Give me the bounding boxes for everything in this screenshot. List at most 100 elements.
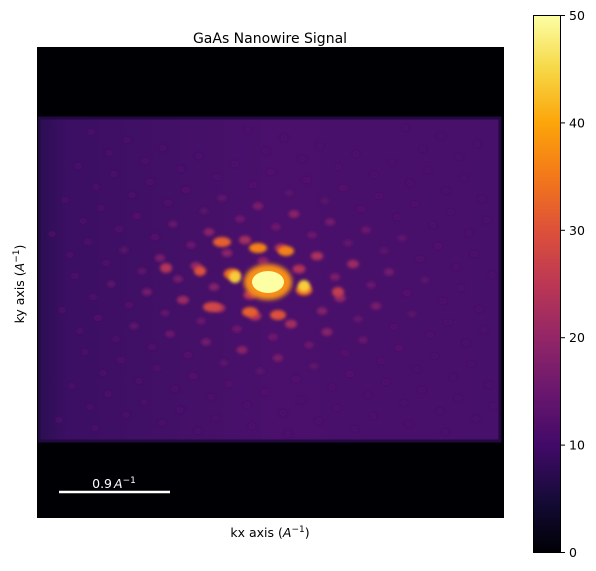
- diffraction-spot: [428, 222, 438, 228]
- diffraction-spot: [465, 230, 473, 236]
- diffraction-spot: [111, 335, 121, 343]
- diffraction-spot: [206, 394, 216, 400]
- diffraction-spot: [347, 259, 359, 269]
- diffraction-spot: [219, 359, 229, 367]
- diffraction-spot: [400, 400, 408, 406]
- colorbar: 0 10 20 30 40 50: [533, 8, 585, 560]
- diffraction-spot: [68, 383, 76, 389]
- diffraction-spot: [485, 382, 493, 388]
- diffraction-spot: [379, 247, 389, 255]
- diffraction-spot: [132, 212, 142, 220]
- diffraction-spot: [438, 297, 448, 305]
- diffraction-spot: [129, 322, 139, 330]
- diffraction-spot: [296, 396, 306, 404]
- diffraction-spot: [392, 213, 402, 221]
- diffraction-spot: [478, 196, 486, 202]
- diffraction-spot: [122, 412, 130, 418]
- diffraction-spot: [177, 295, 189, 305]
- diffraction-spot: [142, 288, 152, 296]
- diffraction-spot: [128, 192, 136, 198]
- diffraction-spot: [420, 276, 430, 284]
- diffraction-spot: [194, 428, 202, 434]
- diffraction-spot: [297, 156, 307, 162]
- diffraction-spot: [236, 346, 248, 354]
- diffraction-spot: [351, 426, 359, 432]
- diffraction-spot: [358, 336, 368, 344]
- diffraction-spot: [316, 307, 328, 315]
- diffraction-spot: [370, 172, 378, 178]
- diffraction-spot: [252, 202, 264, 210]
- diffraction-spot: [433, 242, 443, 250]
- diffraction-spot: [135, 378, 143, 384]
- diffraction-spot: [137, 267, 147, 275]
- diffraction-spot: [376, 357, 386, 365]
- diffraction-spot: [397, 234, 407, 242]
- diffraction-spot: [419, 146, 427, 152]
- diffraction-spot: [456, 284, 466, 292]
- diffraction-spot: [455, 154, 463, 160]
- diffraction-spot: [381, 378, 391, 386]
- diffraction-spot: [271, 223, 281, 231]
- heatmap-plot: 0.9 A−1: [38, 48, 503, 517]
- diffraction-spot-strong: [270, 310, 286, 320]
- diffraction-spot: [407, 310, 417, 318]
- diffraction-spot: [248, 181, 258, 189]
- diffraction-spot: [405, 421, 413, 427]
- colorbar-ticks: 0 10 20 30 40 50: [560, 8, 585, 560]
- diffraction-spot: [221, 249, 233, 257]
- diffraction-spot: [105, 150, 113, 156]
- diffraction-spot: [389, 323, 399, 331]
- diffraction-spot: [413, 366, 421, 372]
- diffraction-spot: [110, 171, 118, 177]
- diffraction-spot: [310, 251, 324, 261]
- x-axis-label: kx axis (A−1): [230, 525, 309, 540]
- diffraction-spot: [61, 197, 69, 203]
- diffraction-spot: [442, 188, 450, 194]
- diffraction-spot: [284, 189, 294, 197]
- diffraction-spot: [327, 384, 337, 390]
- diffraction-spot: [168, 220, 178, 228]
- diffraction-spot: [176, 407, 184, 413]
- diffraction-spot: [152, 364, 162, 372]
- diffraction-spot: [272, 354, 284, 362]
- diffraction-spot: [291, 375, 301, 383]
- diffraction-spot-strong: [203, 302, 221, 312]
- diffraction-spot: [186, 241, 196, 249]
- diffraction-spot: [304, 341, 314, 349]
- diffraction-spot-strong: [298, 280, 310, 292]
- diffraction-spot: [230, 160, 240, 168]
- diffraction-spot: [307, 231, 317, 239]
- diffraction-spot: [248, 423, 256, 429]
- diffraction-spot: [418, 387, 426, 393]
- diffraction-spot: [370, 302, 382, 310]
- diffraction-spot: [384, 268, 394, 276]
- diffraction-spot: [154, 254, 166, 262]
- diffraction-spot: [473, 141, 481, 147]
- diffraction-spot: [320, 197, 330, 205]
- diffraction-spot: [430, 353, 440, 359]
- diffraction-spot: [490, 403, 498, 409]
- diffraction-spot: [93, 314, 103, 322]
- colorbar-gradient: [533, 15, 561, 553]
- diffraction-spot-strong: [213, 237, 231, 247]
- diffraction-spot: [470, 251, 478, 257]
- diffraction-spot: [361, 226, 371, 234]
- diffraction-spot: [329, 273, 341, 281]
- diffraction-spot: [333, 164, 343, 170]
- diffraction-spot: [83, 238, 93, 246]
- diffraction-spot: [321, 328, 333, 336]
- diffraction-spot: [366, 281, 376, 289]
- diffraction-spot: [199, 207, 209, 215]
- diffraction-spot: [88, 293, 98, 301]
- diffraction-spot: [158, 420, 166, 426]
- diffraction-spot: [262, 148, 270, 154]
- diffraction-spot: [369, 413, 377, 419]
- chart-title: GaAs Nanowire Signal: [193, 31, 347, 47]
- diffraction-spot: [114, 225, 124, 233]
- diffraction-spot: [410, 200, 420, 208]
- colorbar-tick-label: 50: [569, 8, 585, 23]
- diffraction-spot: [173, 275, 183, 283]
- diffraction-spot: [316, 143, 324, 149]
- diffraction-spot: [333, 405, 341, 411]
